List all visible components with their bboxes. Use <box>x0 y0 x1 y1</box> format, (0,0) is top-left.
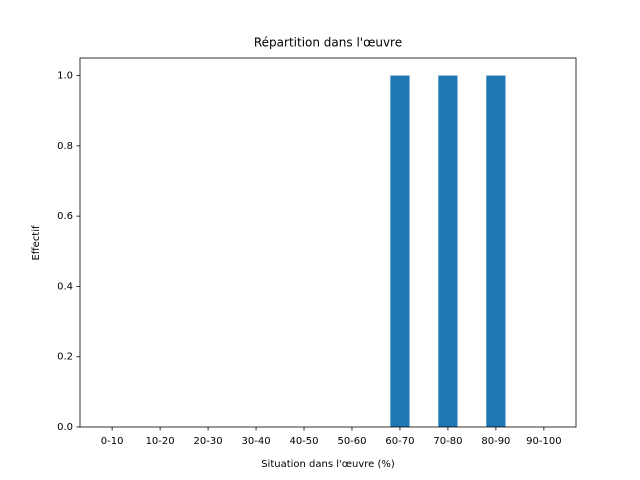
x-tick-label: 60-70 <box>385 436 414 447</box>
y-tick-label: 1.0 <box>57 71 73 82</box>
y-tick-label: 0.6 <box>57 211 73 222</box>
x-tick-label: 50-60 <box>337 436 366 447</box>
x-tick-label: 40-50 <box>289 436 318 447</box>
bar <box>438 75 458 428</box>
x-tick-label: 0-10 <box>101 436 124 447</box>
y-axis-label: Effectif <box>31 225 42 261</box>
x-tick-label: 30-40 <box>242 436 271 447</box>
y-tick-label: 0.4 <box>57 281 73 292</box>
chart-title: Répartition dans l'œuvre <box>254 36 402 50</box>
y-tick-label: 0.8 <box>57 141 73 152</box>
y-tick-label: 0.0 <box>57 422 73 433</box>
x-tick-label: 70-80 <box>433 436 462 447</box>
x-tick-label: 10-20 <box>146 436 175 447</box>
x-tick-label: 80-90 <box>481 436 510 447</box>
plot-frame <box>79 57 577 428</box>
bar <box>390 75 410 428</box>
x-tick-label: 90-100 <box>526 436 561 447</box>
bar <box>486 75 506 428</box>
y-tick-label: 0.2 <box>57 352 73 363</box>
x-axis-label: Situation dans l'œuvre (%) <box>261 459 395 470</box>
x-tick-label: 20-30 <box>194 436 223 447</box>
